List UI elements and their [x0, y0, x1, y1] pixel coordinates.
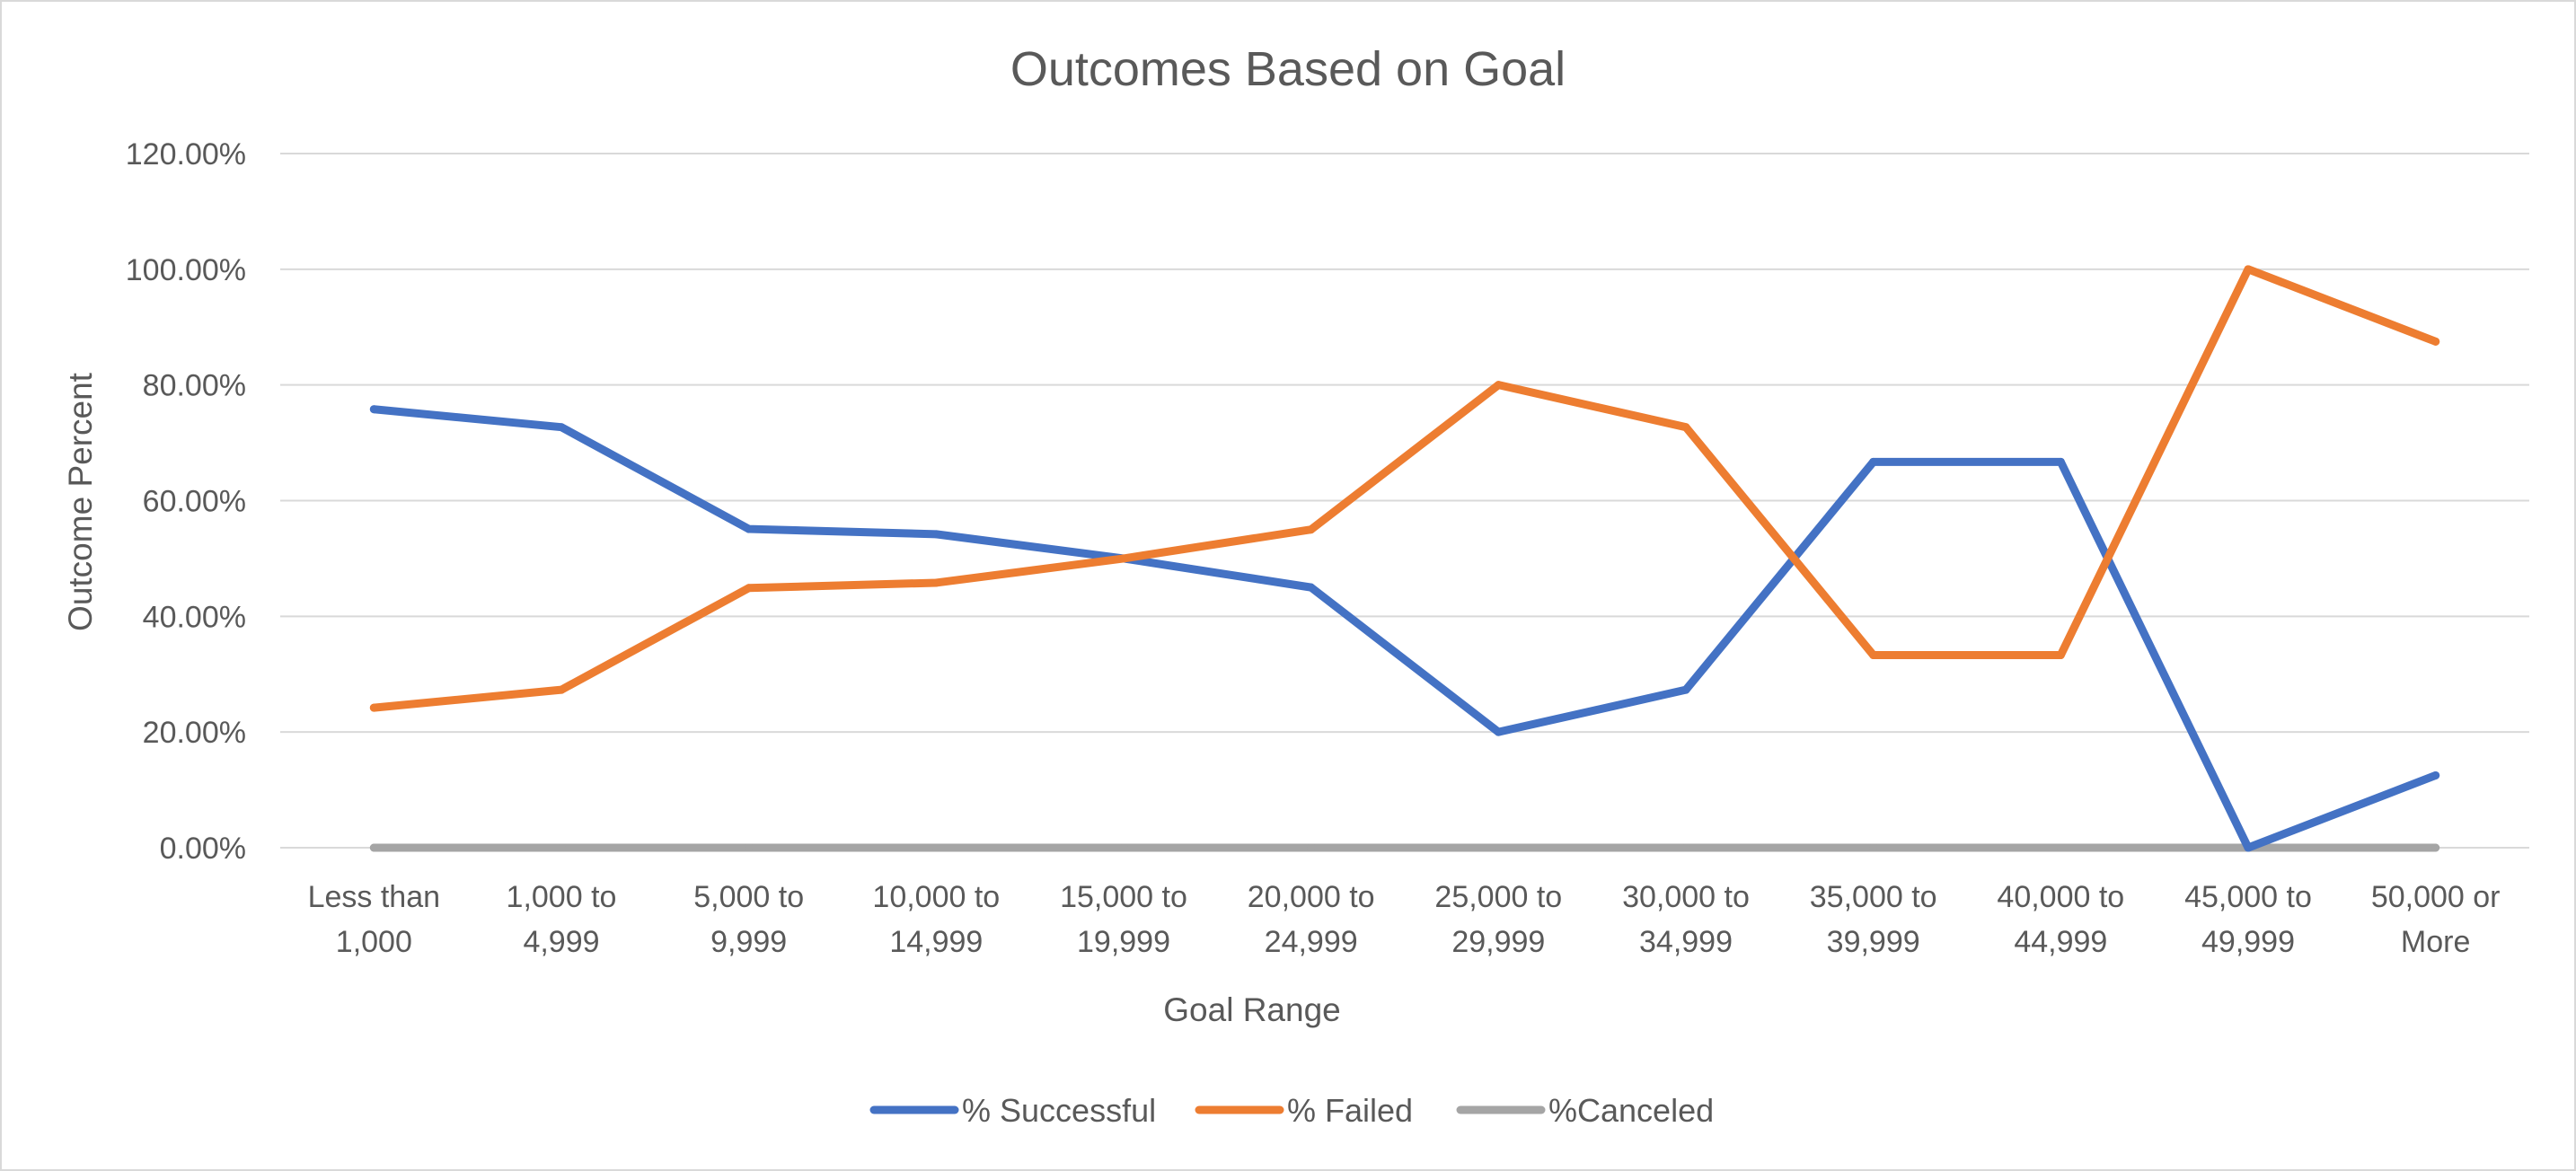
data-point [557, 843, 566, 852]
data-point [1307, 583, 1316, 592]
data-point [1869, 457, 1878, 466]
y-axis-label: Outcome Percent [62, 372, 99, 631]
x-tick-label: 20,000 to 24,999 [1248, 880, 1375, 959]
data-point [557, 423, 566, 432]
chart-legend: % Successful % Failed %Canceled [869, 1092, 1714, 1129]
series-lines [369, 265, 2440, 852]
data-point [745, 584, 754, 593]
data-point [1494, 381, 1503, 390]
gridlines [280, 153, 2529, 849]
data-point [931, 578, 940, 587]
data-point [369, 843, 378, 852]
data-point [369, 405, 378, 414]
y-tick-label: 20.00% [143, 716, 246, 750]
x-tick-label: 45,000 to 49,999 [2184, 880, 2312, 959]
x-tick-label: 40,000 to 44,999 [1997, 880, 2124, 959]
series-line-successful [369, 405, 2440, 852]
data-point [1681, 423, 1690, 432]
x-axis-label: Goal Range [1163, 991, 1340, 1028]
data-point [2056, 843, 2065, 852]
data-point [1307, 525, 1316, 534]
y-tick-label: 100.00% [126, 253, 246, 287]
data-point [2431, 843, 2440, 852]
data-point [1119, 554, 1128, 563]
data-point [2244, 843, 2253, 852]
data-point [2244, 265, 2253, 274]
legend-label: %Canceled [1548, 1092, 1714, 1129]
data-point [1869, 843, 1878, 852]
data-point [1869, 650, 1878, 659]
y-tick-label: 60.00% [143, 485, 246, 519]
data-point [1494, 843, 1503, 852]
legend-item: % Successful [869, 1092, 1156, 1129]
x-axis-ticks: Less than 1,000 1,000 to 4,999 5,000 to 9,999… [308, 880, 2501, 959]
legend-label: % Failed [1287, 1092, 1413, 1129]
legend-item: % Failed [1195, 1092, 1413, 1129]
series-line-failed [369, 265, 2440, 712]
data-point [2056, 457, 2065, 466]
x-tick-label: 1,000 to 4,999 [507, 880, 617, 959]
data-point [931, 843, 940, 852]
x-tick-label: 35,000 to 39,999 [1810, 880, 1937, 959]
x-tick-label: 30,000 to 34,999 [1622, 880, 1750, 959]
data-point [931, 530, 940, 539]
chart-title: Outcomes Based on Goal [1010, 42, 1566, 96]
data-point [1681, 843, 1690, 852]
y-tick-label: 0.00% [160, 832, 246, 866]
data-point [369, 703, 378, 712]
data-point [1307, 843, 1316, 852]
data-point [2431, 337, 2440, 346]
y-tick-label: 40.00% [143, 600, 246, 634]
data-point [745, 843, 754, 852]
x-tick-label: 50,000 or More [2371, 880, 2501, 959]
legend-item: %Canceled [1456, 1092, 1714, 1129]
data-point [745, 524, 754, 533]
data-point [1681, 685, 1690, 694]
x-tick-label: 15,000 to 19,999 [1060, 880, 1187, 959]
x-tick-label: 25,000 to 29,999 [1434, 880, 1562, 959]
data-point [1119, 843, 1128, 852]
data-point [2431, 770, 2440, 779]
data-point [557, 685, 566, 694]
data-point [2056, 650, 2065, 659]
x-tick-label: 5,000 to 9,999 [693, 880, 804, 959]
data-point [1494, 727, 1503, 736]
y-axis-ticks: 0.00% 20.00% 40.00% 60.00% 80.00% 100.00% 120.… [126, 137, 246, 866]
legend-label: % Successful [962, 1092, 1156, 1129]
y-tick-label: 120.00% [126, 137, 246, 172]
y-tick-label: 80.00% [143, 369, 246, 403]
x-tick-label: Less than 1,000 [308, 880, 440, 959]
x-tick-label: 10,000 to 14,999 [872, 880, 1000, 959]
